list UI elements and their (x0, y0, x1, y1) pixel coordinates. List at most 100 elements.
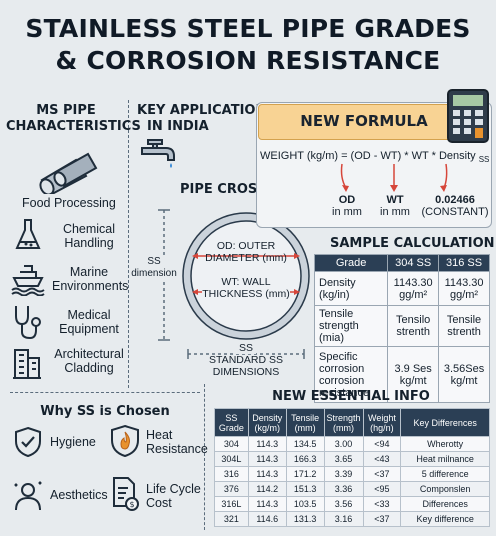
formula-arrows (320, 162, 470, 201)
table-cell: Heat milnance (400, 451, 490, 467)
applications-header-line2: IN INDIA (147, 119, 209, 134)
formula-header: NEW FORMULA (300, 112, 428, 130)
table-cell: 114.3 (247, 436, 287, 452)
sample-row-corrosion-label: Specific corrosion corrosion resistance (313, 346, 389, 403)
od-label: OD: OUTER DIAMETER (mm) (200, 240, 292, 264)
sample-col-316: 316 SS (438, 254, 490, 272)
corrosion-304-line2: kg/mt (399, 374, 427, 387)
sample-col-grade: Grade (313, 254, 389, 272)
col-strength-line2: (mm) (333, 422, 355, 433)
side-dimension-label: SS dimension (130, 256, 178, 280)
shield-check-icon (14, 426, 42, 458)
table-cell: 3.65 (323, 451, 364, 467)
characteristic-food-processing: Food Processing (22, 196, 116, 210)
flask-icon (14, 218, 42, 252)
col-grade-line1: SS (225, 412, 238, 423)
calculator-icon (446, 88, 490, 144)
sample-row-corrosion-304: 3.9 Ses kg/mt (387, 346, 440, 403)
sample-calculation-header: SAMPLE CALCULATION (330, 236, 495, 251)
table-cell: Componslen (400, 481, 490, 497)
essential-col-weight: Weight (hg/n) (362, 408, 402, 437)
marine-label-line1: Marine (69, 265, 109, 279)
why-heat-resistance: Heat Resistance (146, 428, 208, 456)
table-cell: 316L (214, 496, 249, 512)
characteristics-header-line2: CHARACTERISTICS (6, 119, 141, 134)
table-row: 376 114.2 151.3 3.36 <95 Componslen (214, 481, 490, 497)
table-cell: 3.36 (323, 481, 364, 497)
table-cell: 3.56 (323, 496, 364, 512)
corrosion-label-line1: Specific (319, 350, 358, 363)
formula-header-box: NEW FORMULA (258, 104, 470, 140)
pipes-icon (36, 150, 100, 194)
od-label-line1: OD: OUTER (216, 240, 276, 252)
table-row: 321 114.6 131.3 3.16 <37 Key difference (214, 511, 490, 527)
side-dimension-line1: SS (147, 256, 161, 267)
sample-row-density-316: 1143.30 gg/m² (438, 271, 490, 306)
essential-col-strength: Strength (mm) (323, 408, 364, 437)
why-hygiene: Hygiene (50, 435, 96, 449)
essential-info-header: NEW ESSENTIAL INFO (272, 389, 430, 404)
building-icon (12, 344, 42, 380)
table-cell: 114.6 (247, 511, 287, 527)
person-sparkle-icon (12, 478, 44, 512)
bottom-dimension-line3: DIMENSIONS (212, 366, 280, 378)
essential-col-key-differences: Key Differences (400, 408, 490, 437)
lifecycle-label-line2: Cost (146, 496, 172, 510)
table-cell: Key difference (400, 511, 490, 527)
density-316-line2: gg/m² (449, 288, 479, 301)
od-label-line2: DIAMETER (mm) (205, 252, 287, 264)
architectural-label-line1: Architectural (54, 347, 124, 361)
table-cell: 304 (214, 436, 249, 452)
table-cell: 114.3 (247, 451, 287, 467)
corrosion-label-line4: resistance (319, 386, 370, 399)
table-row: 316L 114.3 103.5 3.56 <33 Differences (214, 496, 490, 512)
table-cell: Wherotty (400, 436, 490, 452)
sample-col-304: 304 SS (387, 254, 440, 272)
table-cell: 103.5 (285, 496, 325, 512)
term-wt-line1: WT (386, 194, 404, 206)
density-304-line1: 1143.30 (393, 276, 433, 289)
tensile-316-line1: Tensile (446, 314, 482, 326)
table-cell: 3.39 (323, 466, 364, 482)
sample-row-tensile-304: Tensilo strenth (387, 305, 440, 347)
essential-info-table: SS Grade Density (kg/m) Tensile (mm) Streng… (214, 408, 490, 527)
sample-row-tensile-label: Tensile strength (mia) (313, 305, 389, 347)
formula-term-wt: WT in mm (370, 194, 420, 218)
stethoscope-icon (12, 304, 42, 340)
table-row: Tensile strength (mia) Tensilo strenth T… (313, 305, 490, 347)
left-column-divider (128, 100, 129, 388)
term-wt-line2: in mm (380, 206, 410, 218)
cost-document-icon: $ (110, 476, 140, 512)
table-cell: <37 (362, 511, 402, 527)
col-density-line1: Density (252, 412, 283, 423)
ship-icon (10, 262, 46, 296)
essential-col-tensile: Tensile (mm) (285, 408, 325, 437)
col-weight-line2: (hg/n) (370, 422, 394, 433)
table-row: 316 114.3 171.2 3.39 <37 5 difference (214, 466, 490, 482)
table-cell: 3.00 (323, 436, 364, 452)
table-cell: <43 (362, 451, 402, 467)
bottom-dimension-line1: SS (235, 342, 256, 354)
table-row: Specific corrosion corrosion resistance … (313, 346, 490, 403)
corrosion-label-line2: corrosion (319, 362, 365, 375)
table-cell: 131.3 (285, 511, 325, 527)
table-cell: 114.3 (247, 466, 287, 482)
page-title-line2: & CORROSION RESISTANCE (55, 46, 441, 75)
sample-row-density-304: 1143.30 gg/m² (387, 271, 440, 306)
tensile-label-line2: strength (mia) (319, 320, 359, 344)
sample-row-tensile-316: Tensile strenth (438, 305, 490, 347)
pipe-cross-section-diagram (150, 208, 312, 349)
wt-label: WT: WALL THICKNESS (mm) (200, 276, 292, 300)
col-strength-line1: Strength (326, 412, 361, 423)
col-density-line2: (kg/m) (254, 422, 281, 433)
table-row: 304L 114.3 166.3 3.65 <43 Heat milnance (214, 451, 490, 467)
architectural-label-line2: Cladding (64, 361, 114, 375)
essential-col-grade: SS Grade (214, 408, 249, 437)
chemical-label-line1: Chemical (62, 222, 116, 236)
why-header: Why SS is Chosen (40, 404, 170, 419)
table-cell: 5 difference (400, 466, 490, 482)
corrosion-304-line1: 3.9 Ses (394, 362, 432, 375)
table-cell: 151.3 (285, 481, 325, 497)
term-constant-line1: 0.02466 (435, 194, 475, 206)
term-od-line1: OD (338, 194, 356, 206)
